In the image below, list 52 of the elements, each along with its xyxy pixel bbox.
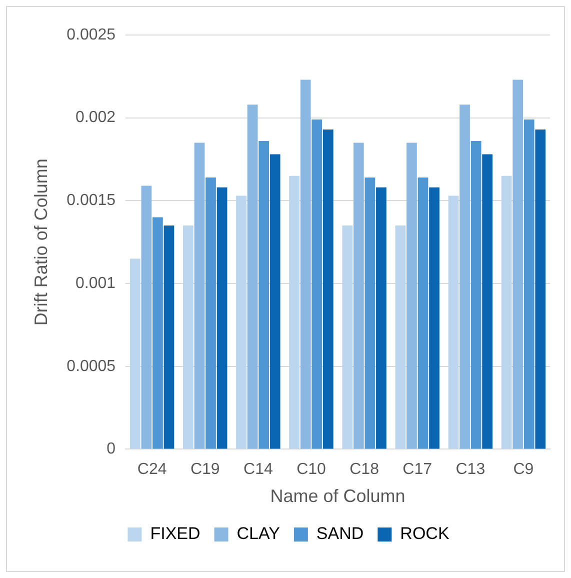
x-tick-label: C13 bbox=[456, 461, 486, 478]
bar bbox=[535, 129, 546, 449]
legend-label: FIXED bbox=[150, 524, 200, 544]
bar bbox=[376, 187, 386, 449]
bar bbox=[460, 104, 470, 449]
bar bbox=[141, 186, 152, 449]
bar bbox=[342, 226, 353, 449]
x-tick-label: C10 bbox=[296, 461, 326, 478]
y-tick-label: 0.0015 bbox=[66, 192, 116, 210]
bar bbox=[395, 226, 406, 449]
bar bbox=[183, 226, 194, 449]
bar bbox=[206, 177, 216, 449]
bar bbox=[482, 154, 493, 449]
x-tick-label: C19 bbox=[190, 461, 220, 478]
bar bbox=[130, 258, 140, 449]
y-tick-label: 0.0005 bbox=[66, 358, 116, 375]
bar bbox=[501, 176, 512, 449]
bar bbox=[312, 119, 322, 449]
bar bbox=[216, 187, 228, 449]
x-tick-label: C24 bbox=[137, 461, 167, 478]
bar bbox=[418, 177, 428, 449]
bar bbox=[236, 196, 246, 449]
bar bbox=[270, 154, 280, 449]
bar bbox=[524, 119, 534, 449]
bar bbox=[164, 226, 174, 449]
x-tick-label: C18 bbox=[350, 461, 380, 478]
y-axis-title: Drift Ratio of Column bbox=[30, 158, 51, 326]
legend-label: CLAY bbox=[236, 524, 280, 544]
bar bbox=[512, 80, 524, 449]
bar bbox=[470, 141, 482, 449]
bar bbox=[152, 217, 163, 449]
bar bbox=[258, 141, 270, 449]
x-tick-label: C14 bbox=[244, 461, 273, 478]
y-tick-label: 0.0025 bbox=[66, 26, 116, 44]
bar bbox=[194, 142, 205, 449]
bar bbox=[448, 196, 459, 449]
y-tick-label: 0 bbox=[106, 440, 116, 458]
bar bbox=[353, 142, 364, 449]
y-tick-label: 0.001 bbox=[75, 274, 116, 292]
bar bbox=[289, 176, 300, 449]
x-axis-title: Name of Column bbox=[270, 486, 406, 506]
x-tick-label: C9 bbox=[513, 461, 534, 478]
bar bbox=[429, 187, 440, 449]
bar bbox=[300, 80, 311, 449]
legend-label: ROCK bbox=[400, 524, 450, 544]
bar bbox=[406, 142, 417, 449]
y-tick-label: 0.002 bbox=[75, 109, 116, 126]
bar bbox=[322, 129, 334, 449]
bar bbox=[364, 177, 376, 449]
legend-label: SAND bbox=[316, 524, 364, 544]
x-tick-label: C17 bbox=[402, 461, 432, 478]
bar bbox=[247, 104, 258, 449]
